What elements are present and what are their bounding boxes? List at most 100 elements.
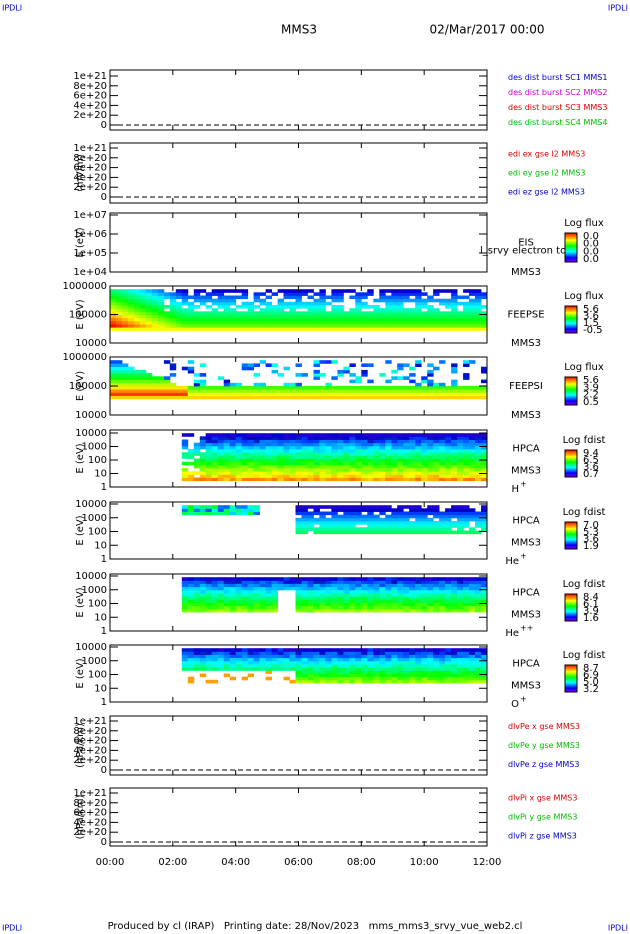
- spectrogram-cell: [187, 596, 195, 600]
- spectrogram-cell: [253, 324, 260, 328]
- spectrogram-cell: [367, 439, 374, 444]
- spectrogram-cell: [187, 360, 195, 364]
- spectrogram-cell: [355, 667, 362, 671]
- spectrogram-cell: [385, 530, 392, 535]
- spectrogram-cell: [391, 477, 398, 482]
- spectrogram-cell: [409, 468, 416, 472]
- spectrogram-cell: [181, 660, 189, 665]
- spectrogram-cell: [361, 673, 368, 678]
- spectrogram-cell: [259, 657, 266, 662]
- spectrogram-cell: [331, 295, 338, 300]
- spectrogram-cell: [463, 514, 470, 519]
- spectrogram-cell: [415, 577, 422, 581]
- spectrogram-cell: [397, 442, 404, 447]
- spectrogram-cell: [355, 464, 362, 469]
- spectrogram-cell: [373, 651, 380, 655]
- spectrogram-cell: [385, 657, 392, 662]
- spectrogram-cell: [379, 468, 386, 472]
- spectrogram-cell: [331, 461, 338, 466]
- spectrogram-cell: [343, 289, 350, 293]
- spectrogram-cell: [163, 395, 171, 400]
- spectrogram-cell: [271, 648, 278, 652]
- spectrogram-cell: [409, 436, 416, 440]
- spectrogram-cell: [439, 449, 446, 453]
- spectrogram-cell: [247, 508, 254, 512]
- spectrogram-cell: [379, 599, 386, 603]
- spectrogram-cell: [367, 580, 374, 584]
- spectrogram-cell: [157, 301, 165, 306]
- spectrogram-cell: [463, 505, 470, 509]
- spectrogram-cell: [343, 593, 350, 597]
- spectrogram-cell: [427, 521, 434, 525]
- spectrogram-cell: [301, 508, 308, 512]
- spectrogram-cell: [241, 651, 249, 655]
- spectrogram-cell: [385, 468, 392, 472]
- spectrogram-cell: [349, 580, 356, 584]
- spectrogram-cell: [265, 474, 272, 478]
- spectrogram-cell: [385, 392, 392, 396]
- spectrogram-cell: [307, 577, 314, 581]
- spectrogram-cell: [433, 392, 440, 396]
- spectrogram-cell: [403, 524, 410, 528]
- spectrogram-cell: [421, 379, 428, 384]
- spectrogram-cell: [241, 586, 249, 591]
- spectrogram-cell: [193, 449, 201, 453]
- spectrogram-cell: [463, 508, 470, 512]
- spectrogram-cell: [295, 298, 302, 303]
- spectrogram-cell: [373, 314, 380, 319]
- spectrogram-cell: [403, 445, 410, 450]
- spectrogram-cell: [199, 605, 207, 610]
- spectrogram-cell: [253, 660, 260, 665]
- spectrogram-cell: [481, 589, 488, 594]
- spectrogram-cell: [361, 608, 368, 613]
- spectrogram-cell: [110, 311, 117, 315]
- spectrogram-cell: [301, 461, 308, 466]
- spectrogram-cell: [403, 608, 410, 613]
- spectrogram-cell: [367, 670, 374, 674]
- spectrogram-cell: [403, 660, 410, 665]
- spectrogram-cell: [361, 464, 368, 469]
- spectrogram-cell: [187, 471, 195, 475]
- spectrogram-cell: [361, 314, 368, 319]
- spectrogram-cell: [439, 673, 446, 678]
- spectrogram-cell: [481, 679, 488, 684]
- spectrogram-cell: [122, 366, 129, 371]
- spectrogram-cell: [307, 452, 314, 456]
- spectrogram-cell: [181, 589, 189, 594]
- spectrogram-cell: [439, 527, 446, 531]
- spectrogram-cell: [445, 648, 452, 652]
- spectrogram-cell: [439, 514, 446, 519]
- spectrogram-cell: [343, 395, 350, 400]
- colorbar: [564, 521, 578, 550]
- spectrogram-cell: [421, 660, 428, 665]
- spectrogram-cell: [211, 461, 219, 466]
- spectrogram-cell: [331, 605, 338, 610]
- spectrogram-cell: [343, 461, 350, 466]
- spectrogram-cell: [463, 386, 470, 390]
- spectrogram-cell: [373, 524, 380, 528]
- spectrogram-cell: [373, 664, 380, 668]
- spectrogram-cell: [343, 654, 350, 659]
- spectrogram-cell: [169, 314, 177, 319]
- spectrogram-cell: [241, 602, 249, 607]
- spectrogram-cell: [403, 673, 410, 678]
- spectrogram-cell: [463, 605, 470, 610]
- spectrogram-cell: [385, 654, 392, 659]
- spectrogram-cell: [397, 660, 404, 665]
- spectrogram-cell: [325, 392, 332, 396]
- spectrogram-cell: [133, 308, 141, 312]
- spectrogram-cell: [259, 593, 266, 597]
- spectrogram-cell: [337, 289, 344, 293]
- spectrogram-cell: [217, 464, 225, 469]
- spectrogram-cell: [409, 386, 416, 390]
- spectrogram-cell: [343, 366, 350, 371]
- spectrogram-cell: [193, 445, 201, 450]
- spectrogram-cell: [397, 389, 404, 393]
- spectrogram-cell: [283, 648, 290, 652]
- spectrogram-cell: [385, 471, 392, 475]
- spectrogram-cell: [361, 521, 368, 525]
- spectrogram-cell: [253, 395, 260, 400]
- colorbar: [564, 449, 578, 478]
- spectrogram-cell: [385, 660, 392, 665]
- spectrogram-cell: [451, 289, 458, 293]
